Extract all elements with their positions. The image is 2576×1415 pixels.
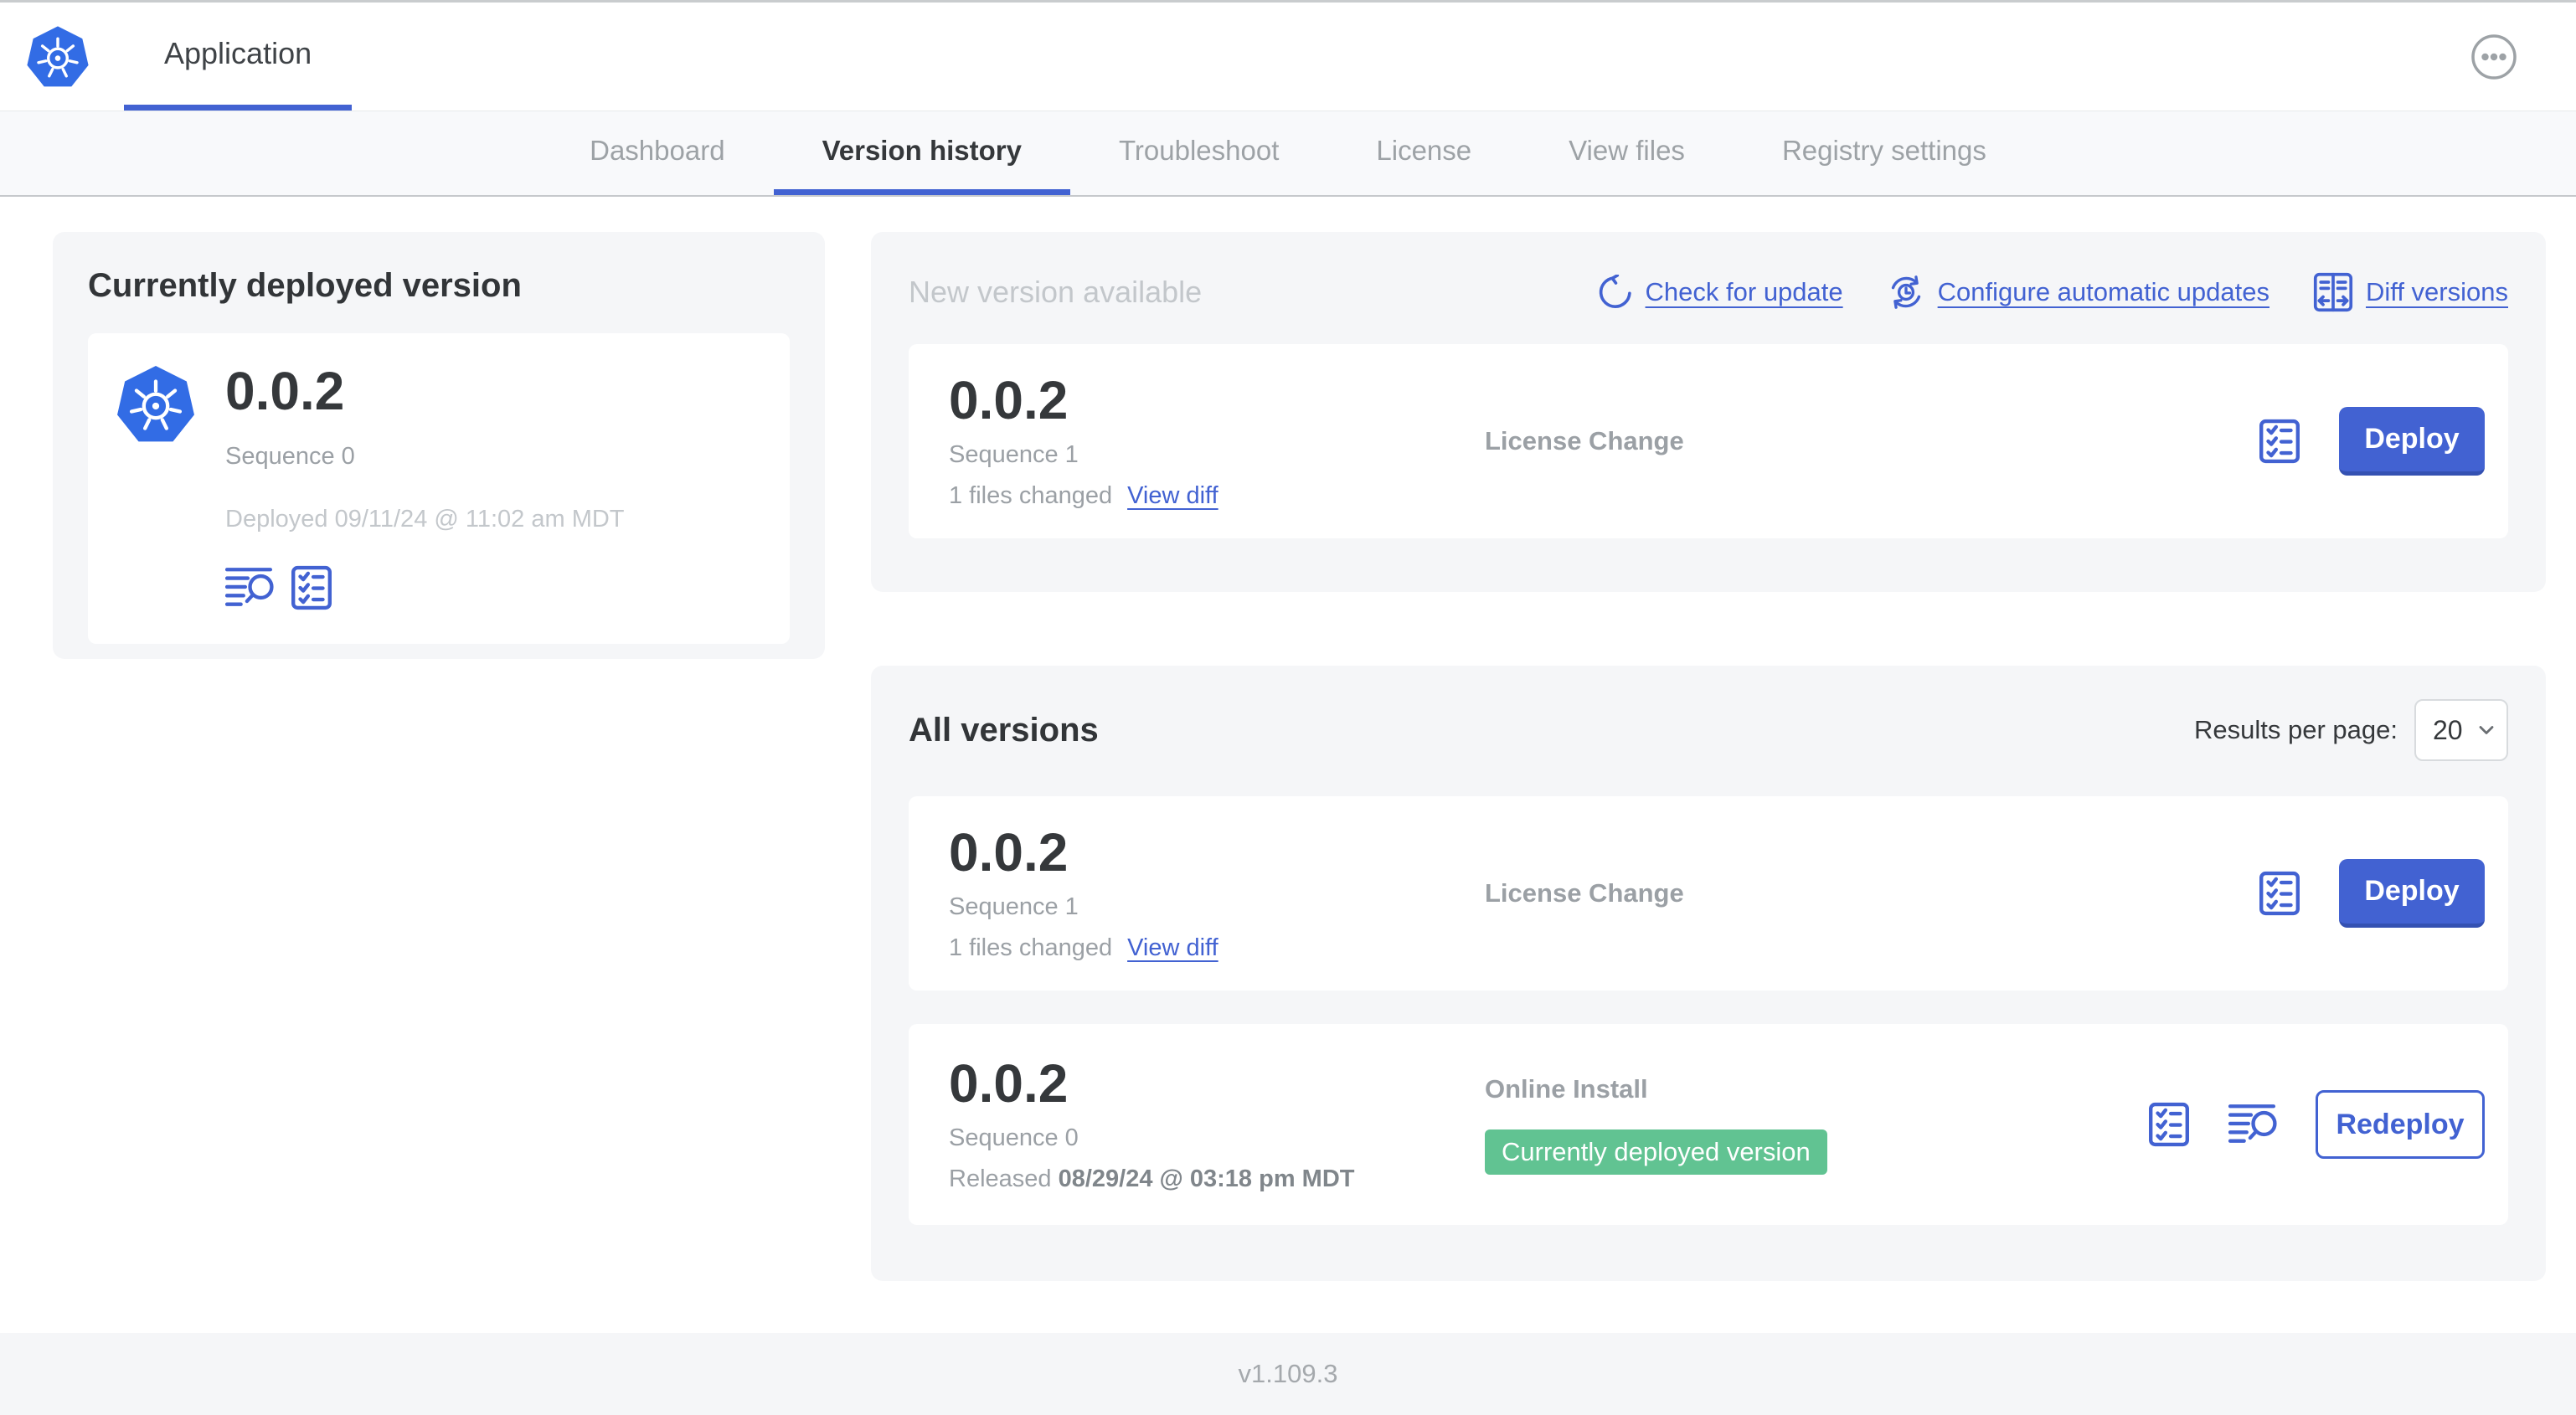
new-version-actions: Check for update: [1598, 272, 2508, 312]
view-logs-button[interactable]: [2228, 1103, 2277, 1146]
right-column: New version available Check for update: [871, 232, 2546, 1281]
preflight-checks-button[interactable]: [2148, 1102, 2190, 1147]
deployed-sequence: Sequence 0: [225, 443, 355, 471]
tab-registry-settings[interactable]: Registry settings: [1734, 111, 2035, 195]
tab-troubleshoot-label: Troubleshoot: [1118, 134, 1280, 166]
version-source-label: License Change: [1485, 426, 1684, 455]
configure-automatic-updates-link[interactable]: Configure automatic updates: [1887, 273, 2269, 311]
tab-dashboard-label: Dashboard: [590, 134, 725, 166]
kubernetes-app-icon: [115, 363, 197, 445]
new-version-title: New version available: [909, 275, 1203, 309]
all-versions-header: All versions Results per page: 20: [909, 699, 2508, 761]
diff-versions-icon: [2313, 272, 2353, 312]
files-changed-text: 1 files changed: [949, 934, 1113, 961]
tab-registry-settings-label: Registry settings: [1781, 134, 1986, 166]
deploy-button[interactable]: Deploy: [2339, 859, 2485, 928]
tab-view-files[interactable]: View files: [1520, 111, 1734, 195]
version-files-changed: 1 files changed View diff: [949, 934, 1485, 962]
view-logs-button[interactable]: [225, 566, 274, 610]
new-version-info: 0.0.2 Sequence 1 1 files changed View di…: [949, 373, 1485, 509]
diff-versions-label: Diff versions: [2366, 277, 2508, 306]
deployed-version-info: 0.0.2 Sequence 0 Deployed 09/11/24 @ 11:…: [225, 363, 625, 610]
diff-versions-link[interactable]: Diff versions: [2313, 272, 2508, 312]
auto-update-clock-icon: [1891, 275, 1920, 309]
view-logs-icon: [2228, 1103, 2277, 1146]
version-source: License Change: [1485, 878, 2259, 908]
main-content: Currently deployed version 0.0.2 Sequenc…: [0, 197, 2576, 1333]
tab-troubleshoot[interactable]: Troubleshoot: [1070, 111, 1327, 195]
new-version-source: License Change: [1485, 426, 2259, 456]
configure-automatic-updates-label: Configure automatic updates: [1937, 277, 2269, 306]
kubernetes-logo-icon: [25, 24, 90, 88]
view-logs-icon: [225, 566, 274, 610]
redeploy-button[interactable]: Redeploy: [2316, 1090, 2485, 1159]
version-info: 0.0.2 Sequence 0 Released 08/29/24 @ 03:…: [949, 1056, 1485, 1192]
deployed-version-number: 0.0.2: [225, 361, 345, 421]
new-version-card: New version available Check for update: [871, 232, 2546, 592]
console-version: v1.109.3: [1238, 1359, 1338, 1388]
ellipsis-circle-icon: [2471, 33, 2517, 80]
preflight-checks-icon: [2148, 1102, 2190, 1147]
check-for-update-label: Check for update: [1645, 277, 1843, 306]
version-source-label: Online Install: [1485, 1074, 1648, 1104]
version-rows: 0.0.2 Sequence 1 1 files changed View di…: [909, 796, 2508, 1225]
preflight-checks-button[interactable]: [2259, 419, 2300, 464]
currently-deployed-badge: Currently deployed version: [1485, 1129, 1827, 1175]
tab-version-history[interactable]: Version history: [773, 111, 1070, 195]
preflight-checks-icon: [291, 565, 332, 610]
results-per-page-label: Results per page:: [2194, 715, 2398, 744]
results-per-page-select[interactable]: 20: [2414, 699, 2508, 761]
all-versions-card: All versions Results per page: 20: [871, 666, 2546, 1281]
view-diff-link[interactable]: View diff: [1127, 481, 1218, 509]
released-label: Released: [949, 1165, 1052, 1192]
deployed-version-actions: [225, 565, 625, 610]
currently-deployed-card: Currently deployed version 0.0.2 Sequenc…: [53, 232, 825, 659]
version-row-sequence-0: 0.0.2 Sequence 0 Released 08/29/24 @ 03:…: [909, 1024, 2508, 1225]
version-number: 0.0.2: [949, 822, 1069, 883]
new-version-number: 0.0.2: [949, 370, 1069, 431]
application-tab[interactable]: Application: [124, 3, 353, 111]
currently-deployed-title: Currently deployed version: [88, 267, 522, 304]
application-tab-label: Application: [164, 36, 312, 70]
results-per-page-select-wrap: 20: [2414, 699, 2508, 761]
version-released-timestamp: Released 08/29/24 @ 03:18 pm MDT: [949, 1165, 1485, 1193]
version-sequence: Sequence 1: [949, 893, 1079, 920]
released-date: 08/29/24 @ 03:18 pm MDT: [1058, 1165, 1355, 1192]
version-row-actions: Redeploy: [2148, 1090, 2485, 1159]
version-row-sequence-1: 0.0.2 Sequence 1 1 files changed View di…: [909, 796, 2508, 990]
new-version-header: New version available Check for update: [909, 265, 2508, 319]
new-version-row-actions: Deploy: [2259, 407, 2485, 476]
version-source: Online Install Currently deployed versio…: [1485, 1074, 2148, 1175]
preflight-checks-icon: [2259, 871, 2300, 916]
new-version-row: 0.0.2 Sequence 1 1 files changed View di…: [909, 344, 2508, 538]
deployed-timestamp: Deployed 09/11/24 @ 11:02 am MDT: [225, 506, 625, 533]
view-diff-link[interactable]: View diff: [1127, 934, 1218, 961]
files-changed-text: 1 files changed: [949, 481, 1113, 509]
all-versions-title: All versions: [909, 711, 1099, 749]
tab-license[interactable]: License: [1327, 111, 1520, 195]
deploy-button[interactable]: Deploy: [2339, 407, 2485, 476]
tab-view-files-label: View files: [1569, 134, 1685, 166]
currently-deployed-version-panel: 0.0.2 Sequence 0 Deployed 09/11/24 @ 11:…: [88, 333, 790, 645]
preflight-checks-icon: [2259, 419, 2300, 464]
tab-version-history-label: Version history: [822, 134, 1022, 166]
version-source-label: License Change: [1485, 878, 1684, 908]
more-options-button[interactable]: [2470, 33, 2517, 80]
app-nav-tabs: Dashboard Version history Troubleshoot L…: [0, 111, 2576, 197]
page-footer: v1.109.3: [0, 1333, 2576, 1415]
check-for-update-link[interactable]: Check for update: [1598, 275, 1843, 310]
refresh-icon: [1599, 275, 1631, 308]
new-version-sequence: Sequence 1: [949, 440, 1079, 468]
version-sequence: Sequence 0: [949, 1124, 1079, 1151]
results-per-page: Results per page: 20: [2194, 699, 2508, 761]
tab-license-label: License: [1376, 134, 1472, 166]
new-version-files-changed: 1 files changed View diff: [949, 482, 1485, 510]
preflight-checks-button[interactable]: [291, 565, 332, 610]
top-bar: Application: [0, 0, 2576, 111]
version-number: 0.0.2: [949, 1053, 1069, 1114]
version-info: 0.0.2 Sequence 1 1 files changed View di…: [949, 825, 1485, 961]
preflight-checks-button[interactable]: [2259, 871, 2300, 916]
tab-dashboard[interactable]: Dashboard: [541, 111, 773, 195]
version-row-actions: Deploy: [2259, 859, 2485, 928]
